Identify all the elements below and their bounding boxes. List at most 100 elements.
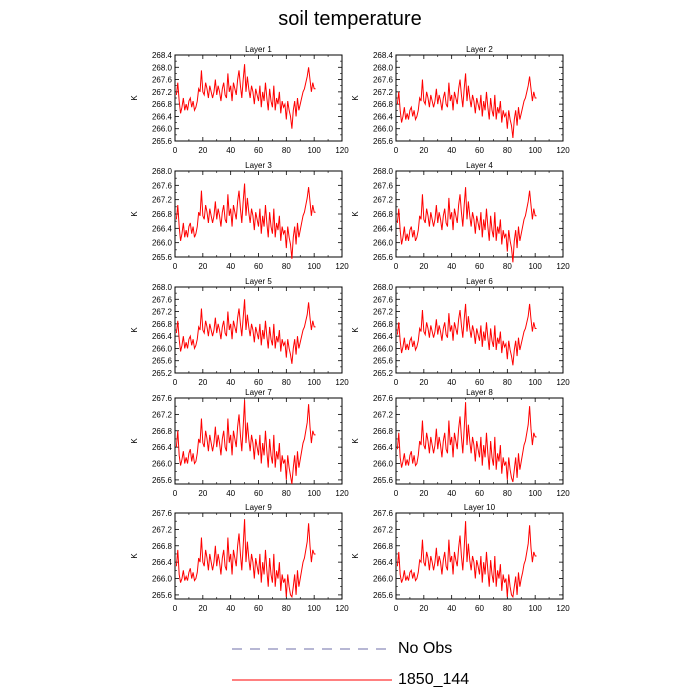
x-tick-label: 100 xyxy=(307,378,321,387)
panel-title: Layer 7 xyxy=(245,388,272,397)
x-tick-label: 40 xyxy=(226,146,235,155)
y-tick-label: 268.0 xyxy=(152,167,173,176)
y-tick-label: 266.4 xyxy=(373,558,394,567)
y-tick-label: 265.2 xyxy=(373,369,394,378)
x-tick-label: 100 xyxy=(528,604,542,613)
panel-title: Layer 8 xyxy=(466,388,493,397)
x-tick-label: 80 xyxy=(282,378,291,387)
y-tick-label: 266.8 xyxy=(373,542,394,551)
y-tick-label: 266.8 xyxy=(152,210,173,219)
panel-layer-4: Layer 4 K 265.6 266.0 266.4 266.8 267.2 267.6 26… xyxy=(351,161,570,271)
x-tick-label: 100 xyxy=(307,604,321,613)
panel-title: Layer 1 xyxy=(245,45,272,54)
panel-layer-10: Layer 10 K 265.6 266.0 266.4 266.8 267.2 267.6 0… xyxy=(351,503,570,613)
x-tick-label: 40 xyxy=(447,262,456,271)
series-line-1 xyxy=(175,299,316,364)
y-tick-label: 266.8 xyxy=(152,100,173,109)
y-tick-label: 267.2 xyxy=(152,308,173,317)
y-tick-label: 267.6 xyxy=(152,394,173,403)
y-tick-label: 266.4 xyxy=(152,332,173,341)
x-tick-label: 100 xyxy=(307,489,321,498)
y-tick-label: 266.4 xyxy=(373,224,394,233)
y-tick-label: 266.4 xyxy=(373,443,394,452)
panel-title: Layer 4 xyxy=(466,161,493,170)
y-tick-label: 268.0 xyxy=(152,283,173,292)
series-line-1 xyxy=(175,519,316,599)
y-tick-label: 266.8 xyxy=(373,210,394,219)
page-title: soil temperature xyxy=(278,8,422,30)
y-tick-label: 267.6 xyxy=(373,295,394,304)
x-tick-label: 120 xyxy=(335,146,349,155)
y-tick-label: 267.6 xyxy=(152,181,173,190)
y-tick-label: 266.8 xyxy=(152,542,173,551)
x-tick-label: 60 xyxy=(475,489,484,498)
x-tick-label: 100 xyxy=(528,489,542,498)
x-tick-label: 120 xyxy=(556,378,570,387)
y-axis-label: K xyxy=(130,438,139,444)
y-axis-label: K xyxy=(130,211,139,217)
y-tick-label: 265.6 xyxy=(373,137,394,146)
y-tick-label: 265.6 xyxy=(152,357,173,366)
x-tick-label: 20 xyxy=(198,262,207,271)
x-tick-label: 0 xyxy=(394,146,399,155)
y-tick-label: 266.8 xyxy=(152,427,173,436)
x-tick-label: 20 xyxy=(419,146,428,155)
x-tick-label: 40 xyxy=(447,604,456,613)
panel-title: Layer 10 xyxy=(464,503,496,512)
x-tick-label: 120 xyxy=(556,489,570,498)
y-tick-label: 266.0 xyxy=(373,575,394,584)
y-tick-label: 267.6 xyxy=(373,181,394,190)
series-line-1 xyxy=(396,402,537,483)
x-tick-label: 20 xyxy=(419,604,428,613)
y-tick-label: 266.0 xyxy=(152,125,173,134)
x-tick-label: 40 xyxy=(447,378,456,387)
y-tick-label: 268.0 xyxy=(152,63,173,72)
panel-layer-2: Layer 2 K 265.6 266.0 266.4 266.8 267.2 267.6 26… xyxy=(351,45,570,155)
x-tick-label: 80 xyxy=(282,489,291,498)
x-tick-label: 40 xyxy=(447,489,456,498)
y-tick-label: 267.2 xyxy=(152,525,173,534)
y-tick-label: 266.4 xyxy=(373,112,394,121)
x-tick-label: 60 xyxy=(475,262,484,271)
x-tick-label: 0 xyxy=(394,604,399,613)
y-tick-label: 267.2 xyxy=(373,196,394,205)
y-tick-label: 266.4 xyxy=(373,332,394,341)
y-tick-label: 267.6 xyxy=(152,76,173,85)
x-tick-label: 120 xyxy=(556,146,570,155)
y-tick-label: 267.2 xyxy=(373,410,394,419)
y-tick-label: 267.6 xyxy=(373,394,394,403)
y-tick-label: 267.6 xyxy=(152,509,173,518)
x-tick-label: 80 xyxy=(282,146,291,155)
y-tick-label: 266.0 xyxy=(152,239,173,248)
y-axis-label: K xyxy=(351,211,360,217)
y-tick-label: 268.0 xyxy=(373,63,394,72)
x-tick-label: 100 xyxy=(528,262,542,271)
x-tick-label: 20 xyxy=(198,604,207,613)
x-tick-label: 40 xyxy=(226,604,235,613)
panel-layer-8: Layer 8 K 265.6 266.0 266.4 266.8 267.2 267.6 0 2… xyxy=(351,388,570,498)
y-tick-label: 267.2 xyxy=(373,88,394,97)
y-tick-label: 268.0 xyxy=(373,167,394,176)
x-tick-label: 0 xyxy=(173,604,178,613)
y-axis-label: K xyxy=(351,438,360,444)
x-tick-label: 80 xyxy=(503,262,512,271)
y-axis-label: K xyxy=(351,95,360,101)
x-tick-label: 40 xyxy=(226,378,235,387)
series-line-1 xyxy=(396,303,537,366)
y-tick-label: 267.2 xyxy=(152,196,173,205)
y-tick-label: 267.2 xyxy=(373,308,394,317)
x-tick-label: 80 xyxy=(282,262,291,271)
panel-layer-6: Layer 6 K 265.2 265.6 266.0 266.4 266.8 267.2 26… xyxy=(351,277,570,387)
y-axis-label: K xyxy=(351,553,360,559)
y-tick-label: 266.0 xyxy=(152,460,173,469)
y-axis-label: K xyxy=(351,327,360,333)
x-tick-label: 80 xyxy=(282,604,291,613)
y-tick-label: 268.4 xyxy=(152,51,173,60)
y-tick-label: 266.0 xyxy=(373,125,394,134)
y-tick-label: 268.4 xyxy=(373,51,394,60)
x-tick-label: 100 xyxy=(307,262,321,271)
series-line-1 xyxy=(175,183,316,259)
y-axis-label: K xyxy=(130,553,139,559)
y-tick-label: 267.6 xyxy=(152,295,173,304)
